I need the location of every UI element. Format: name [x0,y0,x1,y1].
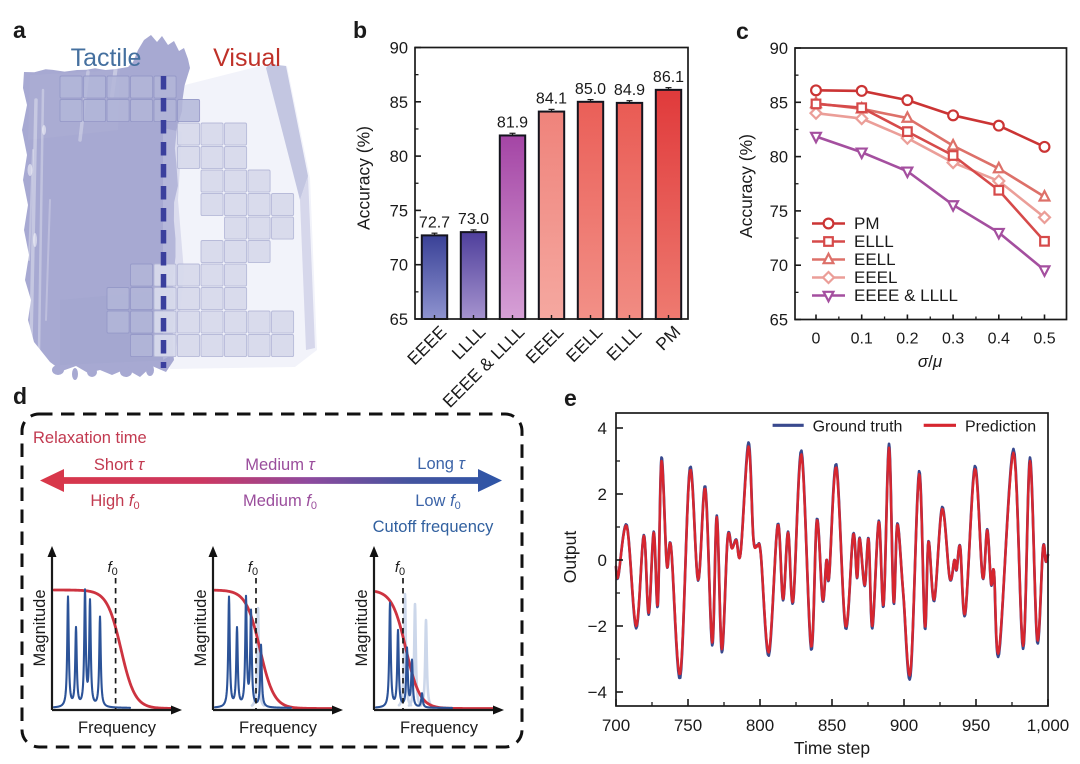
svg-text:Ground truth: Ground truth [813,418,903,435]
svg-text:0.5: 0.5 [1033,331,1055,348]
svg-text:85: 85 [770,94,788,112]
svg-text:0.4: 0.4 [988,331,1010,348]
svg-text:Output: Output [560,531,580,584]
svg-text:d: d [13,383,27,409]
svg-text:Frequency: Frequency [78,719,157,737]
svg-text:EEEE & LLLL: EEEE & LLLL [854,286,958,305]
svg-text:a: a [13,17,26,43]
svg-text:0: 0 [812,331,821,348]
svg-text:0: 0 [598,551,607,570]
svg-text:90: 90 [390,40,408,58]
svg-text:Frequency: Frequency [239,719,318,737]
svg-text:Relaxation time: Relaxation time [33,429,147,447]
svg-text:ELLL: ELLL [602,322,645,365]
svg-text:84.1: 84.1 [536,91,567,108]
svg-text:Accuracy (%): Accuracy (%) [736,134,756,238]
svg-text:86.1: 86.1 [653,69,684,86]
svg-text:Prediction: Prediction [965,418,1036,435]
svg-text:Visual: Visual [213,44,281,72]
svg-text:Time step: Time step [794,738,870,758]
svg-text:c: c [736,18,749,44]
svg-text:0.1: 0.1 [851,331,873,348]
svg-text:75: 75 [390,202,408,220]
svg-text:Tactile: Tactile [71,44,142,72]
svg-text:Medium τ: Medium τ [245,456,316,474]
svg-text:80: 80 [390,148,408,166]
svg-text:f0: f0 [248,559,258,578]
svg-text:80: 80 [770,149,788,167]
svg-text:4: 4 [598,419,607,438]
svg-text:High f0: High f0 [90,492,139,512]
svg-text:85: 85 [390,94,408,112]
svg-text:f0: f0 [395,559,405,578]
svg-text:b: b [353,17,367,43]
svg-text:PM: PM [652,322,685,355]
svg-text:900: 900 [890,716,918,735]
svg-text:85.0: 85.0 [575,81,606,98]
svg-text:65: 65 [770,312,788,330]
svg-text:750: 750 [674,716,702,735]
svg-text:75: 75 [770,203,788,221]
svg-text:f0: f0 [107,559,117,578]
svg-text:σ/μ: σ/μ [918,352,943,371]
svg-text:90: 90 [770,40,788,58]
svg-text:Magnitude: Magnitude [31,589,49,666]
svg-text:72.7: 72.7 [419,214,450,231]
svg-text:0.3: 0.3 [942,331,964,348]
svg-text:Short τ: Short τ [94,456,146,474]
svg-text:Magnitude: Magnitude [353,589,371,666]
svg-text:Accuracy (%): Accuracy (%) [354,126,374,230]
svg-text:950: 950 [962,716,990,735]
svg-text:EELL: EELL [854,250,896,269]
svg-text:1,000: 1,000 [1027,716,1070,735]
svg-text:84.9: 84.9 [614,82,645,99]
svg-text:Magnitude: Magnitude [192,589,210,666]
svg-text:−4: −4 [588,683,607,702]
svg-text:700: 700 [602,716,630,735]
svg-text:Cutoff frequency: Cutoff frequency [373,518,495,536]
svg-text:2: 2 [598,485,607,504]
svg-text:EEEL: EEEL [522,321,568,367]
svg-text:ELLL: ELLL [854,232,894,251]
svg-text:EEEE: EEEE [403,322,450,369]
svg-text:Low f0: Low f0 [415,492,461,512]
svg-text:Long τ: Long τ [417,455,466,473]
svg-text:EELL: EELL [562,321,607,366]
svg-text:Medium f0: Medium f0 [243,492,317,512]
svg-text:800: 800 [746,716,774,735]
svg-text:EEEL: EEEL [854,268,897,287]
svg-text:81.9: 81.9 [497,115,528,132]
svg-text:70: 70 [770,257,788,275]
svg-text:PM: PM [854,214,880,233]
svg-text:0.2: 0.2 [896,331,918,348]
svg-text:65: 65 [390,311,408,329]
svg-text:Frequency: Frequency [400,719,479,737]
svg-text:850: 850 [818,716,846,735]
svg-text:e: e [564,385,577,411]
svg-text:70: 70 [390,257,408,275]
svg-text:−2: −2 [588,617,607,636]
svg-text:73.0: 73.0 [458,211,489,228]
